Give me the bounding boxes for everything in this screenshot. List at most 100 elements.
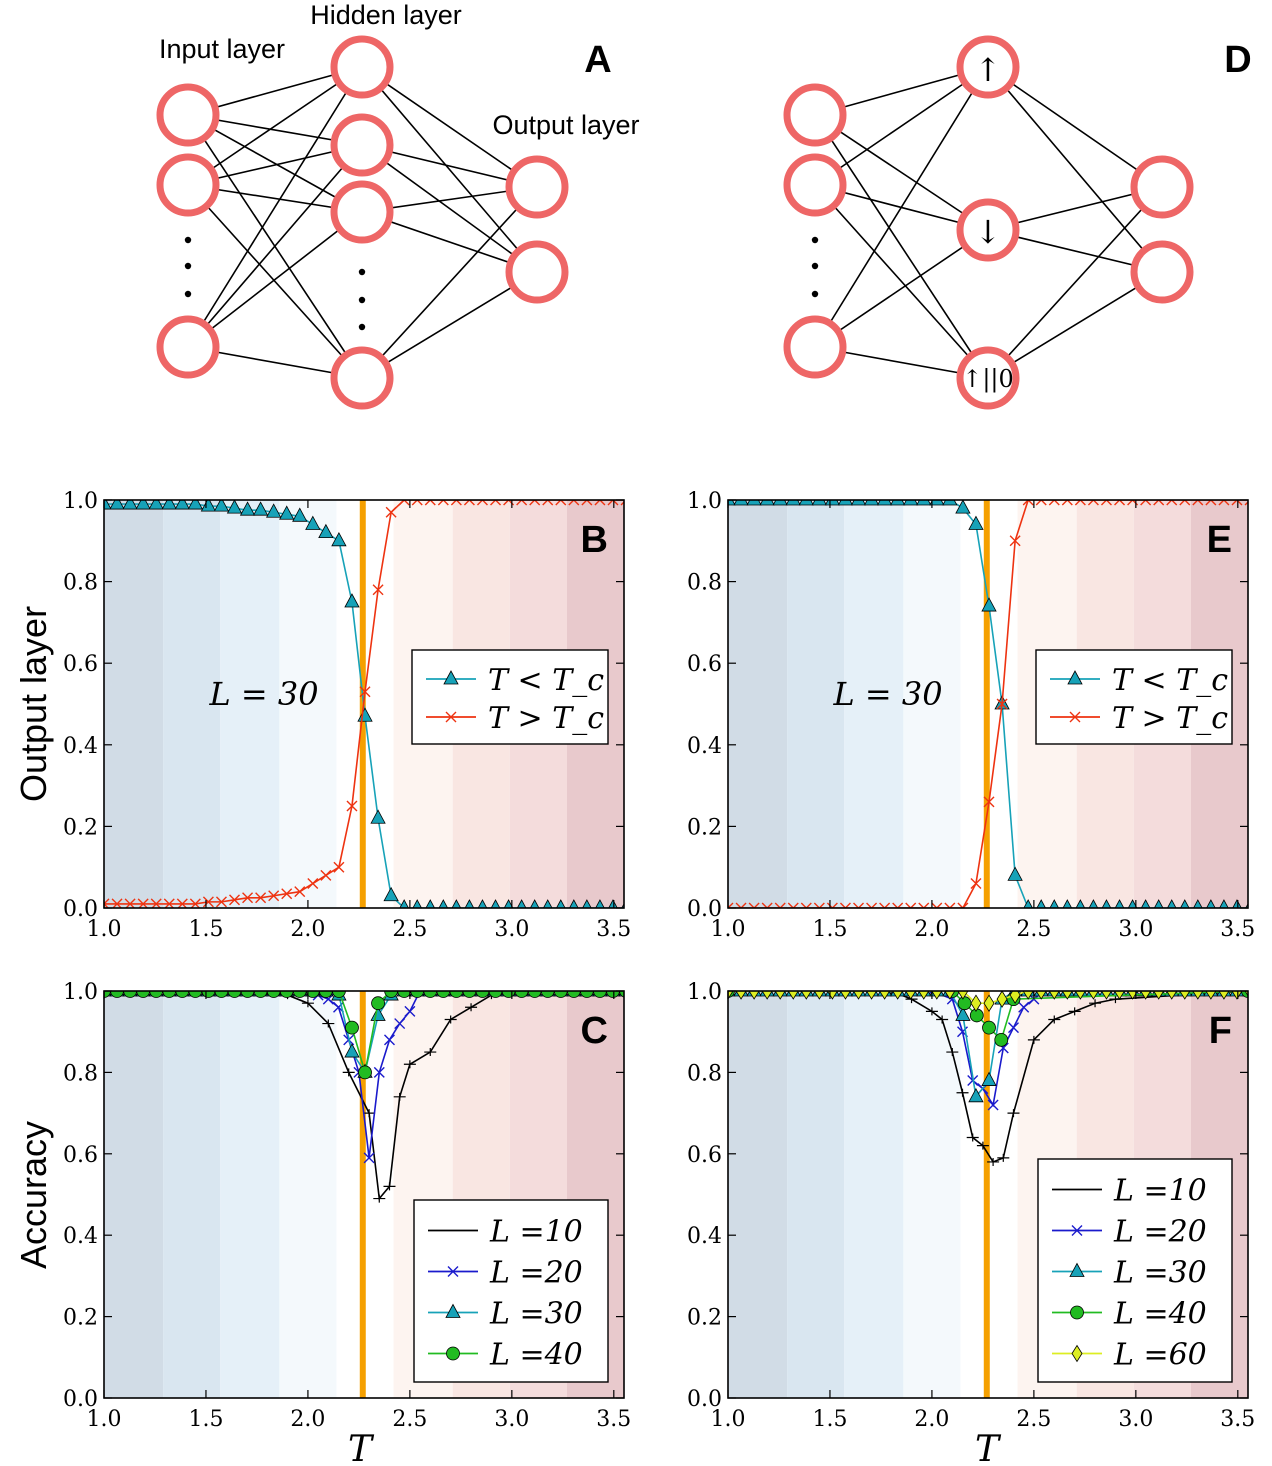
data-point [944,902,956,908]
legend-label: T < T_c [1112,663,1228,698]
diagram-d-node [1130,240,1194,304]
data-point [363,1109,376,1118]
data-point [955,500,971,514]
data-point [1061,991,1073,1000]
legend-marker [1070,1305,1084,1320]
data-point [252,501,269,516]
panel-label-b: B [581,519,608,561]
data-point [436,991,451,998]
background-band [844,991,904,1398]
data-point [853,991,864,1000]
legend-label: L =10 [1113,1174,1207,1209]
y-tick-label: 1.0 [687,489,722,514]
legend-label: L =10 [489,1215,583,1250]
data-point [1022,991,1034,1000]
chart-panel-f: 1.0 1.5 2.0 2.5 3.0 3.5 0.0 0.2 0.4 0.6 0.8 1.0 L =1… [687,980,1255,1432]
data-point [1205,991,1217,1000]
data-point [981,1071,997,1086]
data-point [161,500,177,510]
data-point [837,500,854,506]
network-diagram-a: Input layer Hidden layer Output layer A [156,0,640,410]
data-point [423,991,438,998]
y-tick-label: 0.0 [687,1387,722,1412]
legend-marker [1067,670,1083,685]
diagram-a-edge [187,66,363,186]
data-point [1074,500,1086,506]
data-point [905,902,917,908]
data-point [213,500,230,512]
y-tick-label: 0.6 [687,652,722,677]
data-point [239,501,256,516]
data-point [175,991,190,998]
x-tick-label: 3.0 [494,917,529,942]
data-point [957,991,969,1000]
data-point [344,593,360,608]
data-point [1007,1022,1019,1034]
data-point [1153,991,1165,1000]
diagram-d-edge [814,184,989,379]
data-point [373,1066,385,1078]
data-point [1218,500,1230,506]
panel-label-e: E [1207,519,1232,561]
data-point [931,902,943,908]
data-point [581,500,593,506]
data-point [956,1088,969,1097]
data-point [345,1020,359,1035]
data-point [294,886,306,898]
data-point [1007,1109,1020,1118]
data-point [925,1007,938,1016]
data-point [383,1034,395,1046]
data-point [1114,991,1126,1000]
data-point [109,500,125,510]
diagram-d-edge [814,229,989,348]
data-point [268,890,280,902]
legend-item: L =30 [428,1297,583,1332]
data-point [301,999,314,1008]
x-tick-label: 1.0 [87,1407,122,1432]
data-point [879,991,891,1000]
data-point [968,515,984,530]
plot-frame [727,499,1249,909]
data-point [1153,500,1165,506]
data-point [1049,899,1060,908]
data-point [399,899,409,908]
y-tick-label: 0.4 [687,1224,722,1249]
legend-item: L =40 [1052,1297,1207,1332]
background-band [728,500,788,908]
legend-label: T > T_c [488,701,604,736]
diagram-d-edge [987,66,1163,188]
diagram-d-ellipsis-dot [811,262,819,270]
diagram-d-node [783,315,847,379]
data-point [839,902,851,908]
data-point [359,686,371,698]
data-point [463,500,475,506]
data-point [787,902,799,908]
data-point [1087,500,1099,506]
data-point [490,500,502,506]
legend-label: L =20 [1113,1215,1207,1250]
diagram-a-nodes [156,35,569,410]
diagram-d-node [956,35,1020,99]
data-point [1205,500,1217,506]
legend-marker [1071,1225,1083,1236]
data-point [918,902,930,908]
legend-label: L =20 [489,1256,583,1291]
y-tick-label: 0.2 [63,815,98,840]
data-point [824,500,841,506]
legend-item: L =10 [428,1215,583,1250]
diagram-a-edge [187,144,363,348]
legend-label: T < T_c [488,663,604,698]
data-point [826,902,838,908]
data-point [403,1060,416,1069]
data-point [318,523,334,539]
plot-frame [103,499,625,909]
data-point [1062,899,1073,908]
x-tick-label: 3.5 [596,917,631,942]
plot-frame [103,990,625,1399]
data-point [292,991,307,998]
data-point [410,991,425,998]
data-point [373,1194,386,1203]
diagram-a-node [156,153,220,217]
data-point [488,991,503,998]
data-point [104,991,111,998]
